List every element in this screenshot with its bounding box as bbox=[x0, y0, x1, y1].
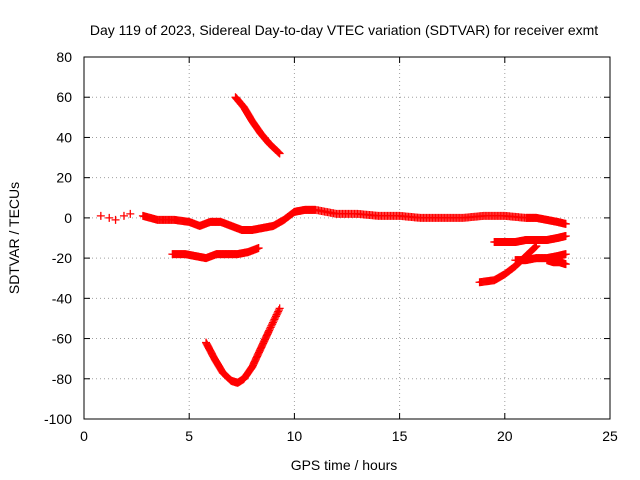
data-point-fill bbox=[273, 147, 282, 156]
x-tick-label: 20 bbox=[497, 428, 513, 444]
data-points bbox=[96, 93, 570, 387]
data-point-fill bbox=[561, 232, 570, 241]
plot-frame bbox=[83, 56, 611, 420]
data-point bbox=[111, 215, 120, 224]
y-tick-label: -80 bbox=[52, 371, 72, 387]
data-point bbox=[119, 211, 128, 220]
data-point-fill bbox=[274, 307, 283, 316]
series-end-tail bbox=[542, 256, 570, 269]
y-tick-label: -20 bbox=[52, 250, 72, 266]
axis-ticks: 0 5 10 15 20 25 -100 -80 -60 -40 -20 0 20 40 60 80 bbox=[44, 49, 618, 444]
data-point-fill bbox=[274, 148, 283, 157]
series-lower-valley bbox=[202, 304, 284, 387]
data-point-fill bbox=[561, 219, 570, 228]
data-point-fill bbox=[561, 260, 570, 269]
y-axis-label: SDTVAR / TECUs bbox=[6, 182, 22, 294]
series-upper-arc bbox=[231, 93, 284, 158]
y-tick-label: 0 bbox=[64, 210, 72, 226]
grid bbox=[84, 57, 610, 419]
data-point-fill bbox=[561, 250, 570, 259]
y-tick-label: 60 bbox=[56, 89, 72, 105]
data-point-fill bbox=[530, 243, 539, 252]
y-tick-label: 40 bbox=[56, 129, 72, 145]
data-point bbox=[105, 213, 114, 222]
x-tick-label: 0 bbox=[80, 428, 88, 444]
y-tick-label: 20 bbox=[56, 170, 72, 186]
data-point bbox=[126, 209, 135, 218]
series-main-near-zero bbox=[138, 205, 570, 234]
data-point-fill bbox=[530, 244, 539, 253]
y-tick-label: 80 bbox=[56, 49, 72, 65]
y-tick-label: -100 bbox=[44, 411, 72, 427]
x-axis-label: GPS time / hours bbox=[291, 457, 398, 473]
x-tick-label: 5 bbox=[185, 428, 193, 444]
series-early-scatter bbox=[96, 209, 135, 224]
series-band-minus-11 bbox=[490, 231, 570, 247]
series-rising-segment bbox=[475, 242, 541, 287]
y-tick-label: -60 bbox=[52, 331, 72, 347]
data-point-fill bbox=[253, 244, 262, 253]
x-tick-label: 25 bbox=[602, 428, 618, 444]
data-point bbox=[96, 211, 105, 220]
data-point-fill bbox=[274, 148, 283, 157]
series-band-minus-18 bbox=[168, 244, 263, 263]
x-tick-label: 10 bbox=[287, 428, 303, 444]
data-point-fill bbox=[274, 305, 283, 314]
y-tick-label: -40 bbox=[52, 290, 72, 306]
x-tick-label: 15 bbox=[392, 428, 408, 444]
chart-title: Day 119 of 2023, Sidereal Day-to-day VTE… bbox=[90, 22, 598, 38]
data-point-fill bbox=[531, 242, 540, 251]
